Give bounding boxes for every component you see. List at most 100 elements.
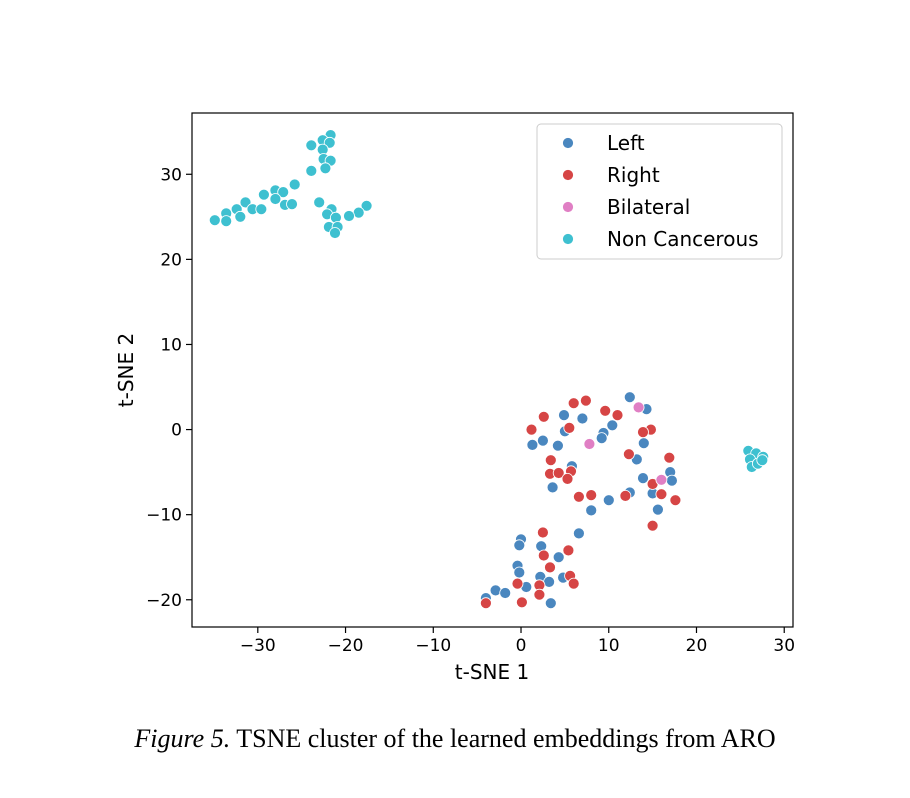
scatter-points — [208, 129, 770, 610]
point-right — [537, 549, 550, 562]
point-right — [537, 410, 550, 423]
x-tick-label: 30 — [773, 636, 795, 656]
point-left — [576, 412, 589, 425]
point-non-cancerous — [257, 188, 270, 201]
point-left — [637, 472, 649, 485]
point-left — [526, 438, 539, 451]
point-non-cancerous — [360, 199, 373, 212]
point-right — [562, 544, 575, 557]
point-left — [595, 432, 608, 445]
legend: Left Right Bilateral Non Cancerous — [536, 123, 783, 260]
legend-box — [536, 123, 783, 260]
point-right — [561, 472, 574, 485]
point-left — [499, 587, 512, 599]
point-left — [602, 494, 615, 507]
tsne-scatter-chart: −30 −20 −10 0 10 20 30 −20 −10 0 10 20 30 t-SNE 1 t-… — [114, 112, 795, 684]
point-right — [623, 448, 635, 461]
point-bilateral — [583, 438, 596, 450]
point-right — [646, 519, 659, 532]
legend-marker-bilateral — [562, 201, 574, 213]
point-non-cancerous — [277, 186, 290, 199]
point-non-cancerous — [319, 162, 332, 175]
y-tick-label: 20 — [160, 250, 182, 270]
axis-ticks: −30 −20 −10 0 10 20 30 −20 −10 0 10 20 30 — [146, 165, 795, 656]
point-left — [573, 527, 585, 540]
point-right — [479, 597, 492, 610]
legend-label-left: Left — [607, 131, 645, 155]
legend-marker-non-cancerous — [562, 233, 574, 245]
y-tick-label: 10 — [160, 335, 182, 355]
point-left — [552, 439, 564, 452]
figure-caption-text: TSNE cluster of the learned embeddings f… — [236, 724, 776, 753]
y-axis-title: t-SNE 2 — [114, 333, 138, 407]
point-left — [513, 566, 526, 579]
point-right — [637, 426, 649, 439]
x-tick-label: −30 — [240, 636, 276, 656]
point-right — [537, 526, 549, 539]
point-non-cancerous — [286, 198, 298, 211]
point-left — [552, 551, 565, 564]
point-non-cancerous — [329, 227, 341, 239]
point-non-cancerous — [313, 196, 326, 209]
y-tick-label: 0 — [171, 421, 182, 441]
x-tick-label: −10 — [415, 636, 451, 656]
point-non-cancerous — [756, 454, 769, 467]
point-left — [546, 481, 559, 494]
point-right — [544, 561, 556, 574]
y-tick-label: −10 — [146, 506, 182, 526]
point-non-cancerous — [220, 215, 233, 228]
point-left — [652, 503, 664, 516]
point-left — [558, 409, 570, 422]
point-left — [623, 391, 636, 404]
legend-label-non-cancerous: Non Cancerous — [607, 227, 759, 251]
legend-label-right: Right — [607, 163, 660, 187]
point-left — [637, 437, 650, 450]
point-non-cancerous — [255, 203, 268, 216]
point-right — [599, 404, 612, 417]
point-right — [567, 577, 580, 590]
point-non-cancerous — [269, 193, 282, 205]
point-right — [619, 489, 632, 502]
point-non-cancerous — [234, 210, 247, 223]
point-right — [663, 451, 676, 464]
point-non-cancerous — [305, 139, 318, 152]
legend-label-bilateral: Bilateral — [607, 195, 690, 219]
point-right — [511, 577, 524, 590]
point-right — [611, 409, 624, 422]
plot-frame — [191, 112, 794, 628]
point-right — [525, 423, 538, 436]
point-right — [567, 397, 580, 410]
point-left — [544, 597, 557, 610]
y-tick-label: 30 — [160, 165, 182, 185]
figure-caption: Figure 5. TSNE cluster of the learned em… — [0, 724, 910, 754]
point-left — [585, 504, 598, 517]
x-tick-label: 20 — [686, 636, 708, 656]
point-right — [563, 421, 576, 434]
x-tick-label: −20 — [328, 636, 364, 656]
point-left — [513, 539, 526, 552]
x-axis-title: t-SNE 1 — [455, 660, 529, 684]
point-right — [585, 489, 598, 502]
point-non-cancerous — [305, 164, 318, 177]
x-tick-label: 10 — [598, 636, 620, 656]
point-right — [516, 596, 528, 609]
x-tick-label: 0 — [516, 636, 527, 656]
point-right — [573, 490, 585, 503]
point-right — [580, 394, 592, 407]
y-tick-label: −20 — [146, 591, 182, 611]
point-right — [655, 488, 668, 501]
point-right — [533, 588, 546, 601]
point-non-cancerous — [288, 178, 301, 191]
point-left — [666, 474, 678, 487]
point-right — [669, 494, 682, 507]
point-bilateral — [655, 473, 668, 486]
figure-caption-label: Figure 5. — [134, 724, 231, 753]
legend-marker-left — [562, 137, 574, 149]
point-non-cancerous — [343, 210, 355, 222]
legend-marker-right — [562, 169, 574, 181]
point-left — [537, 434, 549, 447]
point-left — [606, 419, 619, 432]
point-non-cancerous — [208, 214, 221, 227]
point-bilateral — [632, 401, 645, 414]
point-right — [552, 467, 565, 479]
